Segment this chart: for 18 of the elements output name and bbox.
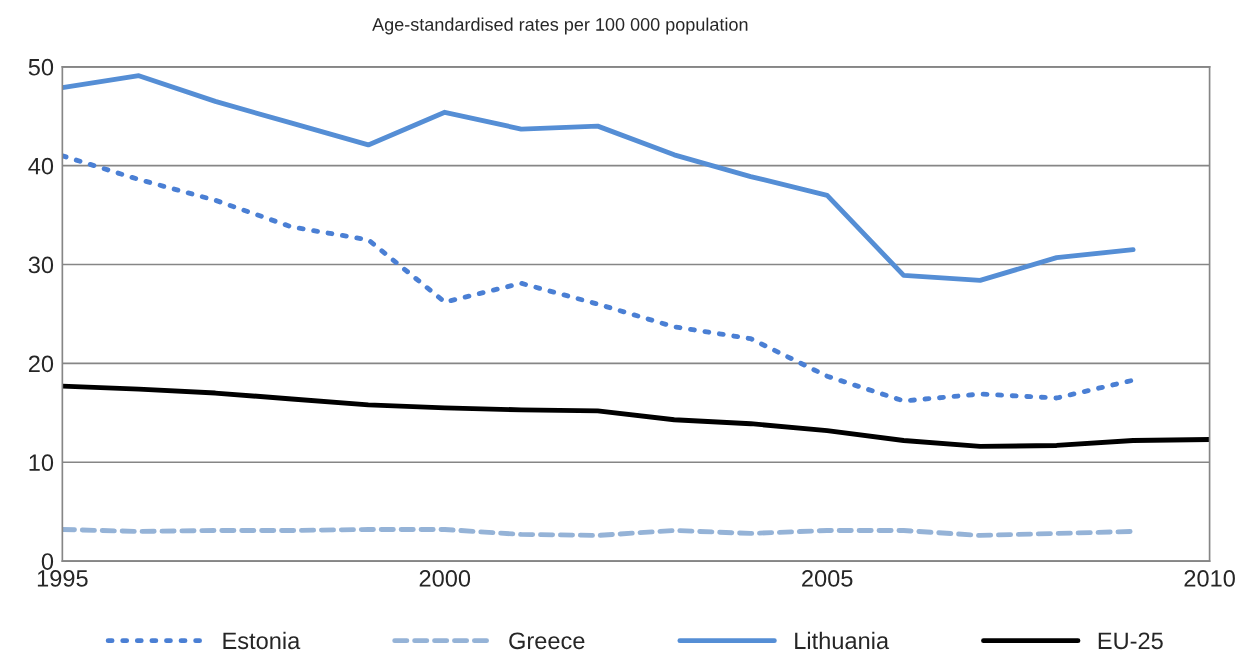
legend-label: Lithuania bbox=[795, 631, 890, 650]
y-tick-label: 20 bbox=[28, 355, 54, 373]
line-series bbox=[62, 383, 1210, 449]
x-tick-label: 2005 bbox=[802, 570, 853, 587]
y-tick-label: 50 bbox=[28, 58, 54, 76]
legend-label: Estonia bbox=[223, 631, 301, 650]
legend-label: EU-25 bbox=[1098, 632, 1163, 650]
y-tick-label: 40 bbox=[28, 157, 54, 175]
x-tick-label: 2010 bbox=[1184, 570, 1235, 587]
y-tick-label: 10 bbox=[29, 454, 54, 472]
chart-title: Age-standardised rates per 100 000 population bbox=[372, 17, 748, 35]
line-series bbox=[62, 153, 1136, 404]
y-tick-label: 0 bbox=[41, 553, 54, 570]
legend-label: Greece bbox=[509, 632, 585, 650]
y-tick-label: 30 bbox=[28, 256, 54, 274]
line-series bbox=[62, 73, 1136, 283]
x-tick-label: 1995 bbox=[37, 570, 88, 587]
x-tick-label: 2000 bbox=[419, 570, 471, 587]
